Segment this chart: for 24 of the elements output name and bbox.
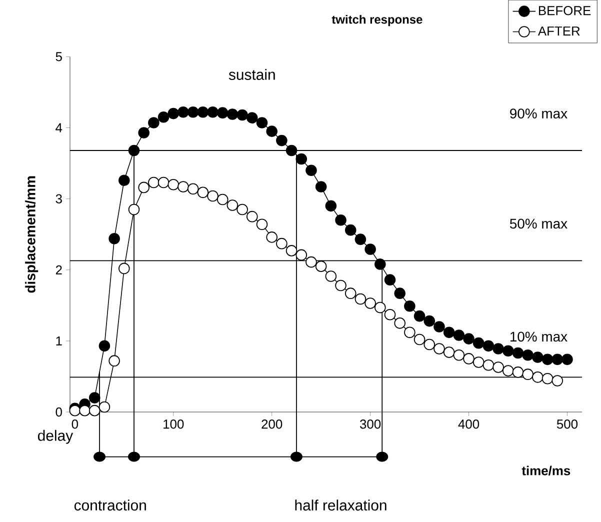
x-tick-label: 500 bbox=[556, 420, 578, 429]
ref-line-label: 50% max bbox=[510, 218, 568, 229]
y-axis-title: displacement/mm bbox=[25, 176, 38, 293]
y-tick-label: 3 bbox=[56, 194, 62, 204]
y-tick-label: 1 bbox=[56, 336, 62, 346]
legend-label: BEFORE bbox=[538, 6, 591, 16]
x-tick-label: 100 bbox=[164, 420, 184, 429]
y-tick-label: 2 bbox=[56, 265, 62, 274]
x-axis-title: time/ms bbox=[522, 466, 570, 476]
legend-label: AFTER bbox=[538, 26, 580, 36]
x-tick-label: 300 bbox=[360, 420, 381, 429]
x-tick-label: 0 bbox=[72, 420, 78, 429]
x-tick-label: 400 bbox=[458, 420, 480, 429]
ref-line-label: 10% max bbox=[510, 332, 568, 342]
y-tick-label: 4 bbox=[56, 123, 62, 132]
text: delay bbox=[38, 430, 74, 444]
text: contraction bbox=[74, 500, 146, 511]
annotation: sustain bbox=[228, 68, 275, 80]
ref-line-label: 90% max bbox=[510, 108, 568, 118]
y-tick-label: 0 bbox=[56, 407, 62, 417]
text: half relaxation bbox=[295, 500, 386, 511]
x-tick-label: 200 bbox=[262, 420, 282, 429]
y-tick-label: 5 bbox=[56, 52, 62, 62]
chart-title: twitch response bbox=[332, 14, 422, 26]
